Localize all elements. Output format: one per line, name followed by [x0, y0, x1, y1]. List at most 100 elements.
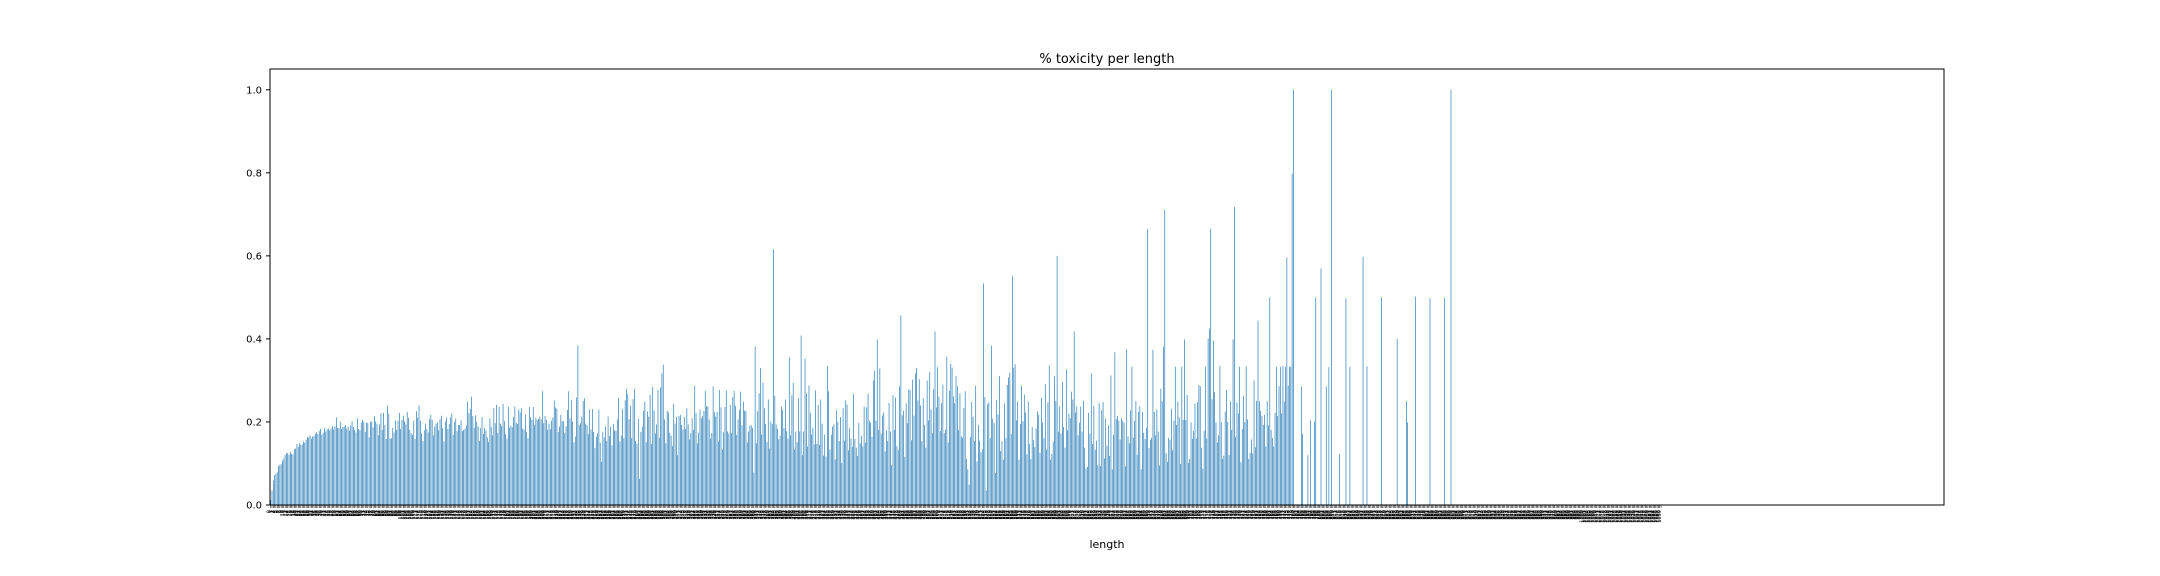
x-tick-label: 767 — [1274, 510, 1280, 520]
bar — [434, 426, 436, 505]
x-tick-label: 1018 — [1603, 510, 1609, 523]
bar — [1266, 401, 1268, 505]
bar — [599, 442, 601, 505]
x-tick-label: 442 — [847, 510, 853, 520]
x-tick-label: 769 — [1276, 510, 1282, 520]
bar — [1138, 411, 1139, 505]
bar — [1088, 412, 1089, 505]
x-tick-label: 911 — [1463, 510, 1469, 520]
bar — [1081, 431, 1083, 505]
bar — [1167, 461, 1168, 505]
bar — [1101, 410, 1103, 505]
bar — [532, 407, 534, 505]
x-tick-label: 764 — [1270, 510, 1276, 520]
bar — [792, 382, 794, 505]
bar — [360, 422, 362, 505]
bar — [270, 500, 271, 505]
bar — [823, 455, 824, 505]
bar — [699, 409, 701, 505]
x-tick-label: 686 — [1167, 510, 1173, 520]
x-tick-label: 596 — [1049, 510, 1055, 520]
x-tick-label: 912 — [1464, 510, 1470, 520]
bar — [505, 433, 506, 505]
x-tick-label: 798 — [1314, 510, 1320, 520]
bar — [664, 419, 665, 505]
x-tick-label: 572 — [1018, 510, 1024, 520]
x-tick-label: 607 — [1064, 510, 1070, 520]
x-tick-label: 636 — [1102, 510, 1108, 520]
bar — [448, 424, 450, 505]
x-tick-label: 553 — [993, 510, 999, 520]
x-tick-label: 756 — [1259, 510, 1265, 520]
bar — [408, 417, 409, 505]
x-tick-label: 758 — [1262, 510, 1268, 520]
x-tick-label: 311 — [675, 510, 681, 520]
x-tick-label: 588 — [1039, 510, 1045, 520]
bar — [869, 420, 870, 505]
bar — [1315, 297, 1317, 505]
x-tick-label: 672 — [1149, 510, 1155, 520]
bar — [290, 451, 291, 505]
x-tick-label: 402 — [794, 510, 800, 520]
bar — [1276, 366, 1277, 505]
x-tick-label: 663 — [1137, 510, 1143, 520]
bar — [1185, 419, 1187, 505]
x-tick-label: 272 — [624, 510, 630, 520]
x-tick-label: 376 — [760, 510, 766, 520]
x-tick-label: 774 — [1283, 510, 1289, 520]
x-tick-label: 1009 — [1591, 510, 1597, 523]
x-tick-label: 50 — [332, 510, 338, 516]
x-tick-label: 128 — [435, 510, 441, 520]
bar — [438, 430, 440, 505]
bar — [518, 409, 520, 505]
bar — [370, 421, 371, 505]
bar — [867, 393, 869, 505]
x-tick-label: 164 — [482, 510, 488, 520]
bar — [1232, 339, 1234, 505]
x-tick-label: 19 — [292, 510, 298, 516]
x-tick-label: 162 — [479, 510, 485, 520]
bar — [1098, 402, 1100, 505]
x-tick-label: 433 — [835, 510, 841, 520]
x-tick-label: 660 — [1133, 510, 1139, 520]
x-tick-label: 35 — [313, 510, 319, 516]
bar — [964, 391, 966, 505]
bar — [1113, 434, 1114, 505]
bar — [389, 438, 391, 505]
bar — [700, 418, 702, 505]
bar — [509, 427, 510, 505]
x-tick-label: 196 — [524, 510, 530, 520]
x-tick-label: 138 — [448, 510, 454, 520]
x-tick-label: 832 — [1359, 510, 1365, 520]
x-tick-label: 155 — [470, 510, 476, 520]
bar — [278, 465, 279, 505]
bar — [607, 416, 609, 505]
x-tick-label: 176 — [498, 510, 504, 520]
bar — [547, 429, 549, 505]
x-tick-label: 292 — [650, 510, 656, 520]
bar — [328, 428, 329, 505]
x-tick-label: 22 — [296, 510, 302, 516]
bar — [794, 449, 795, 505]
bar — [855, 447, 857, 505]
bar — [729, 404, 731, 505]
bar — [876, 339, 878, 505]
bar — [1048, 365, 1050, 505]
x-tick-label: 263 — [612, 510, 618, 520]
x-tick-label: 367 — [749, 510, 755, 520]
x-tick-label: 161 — [478, 510, 484, 520]
bar — [649, 394, 651, 505]
bar — [1013, 367, 1015, 505]
x-tick-label: 793 — [1308, 510, 1314, 520]
x-tick-label: 66 — [353, 510, 359, 516]
bar — [1010, 433, 1012, 505]
bar — [1278, 386, 1280, 505]
x-tick-label: 592 — [1044, 510, 1050, 520]
bar — [564, 433, 566, 505]
bar — [338, 428, 340, 505]
x-tick-label: 839 — [1368, 510, 1374, 520]
x-tick-label: 468 — [881, 510, 887, 520]
x-tick-label: 547 — [985, 510, 991, 520]
x-tick-label: 293 — [651, 510, 657, 520]
x-tick-label: 823 — [1347, 510, 1353, 520]
